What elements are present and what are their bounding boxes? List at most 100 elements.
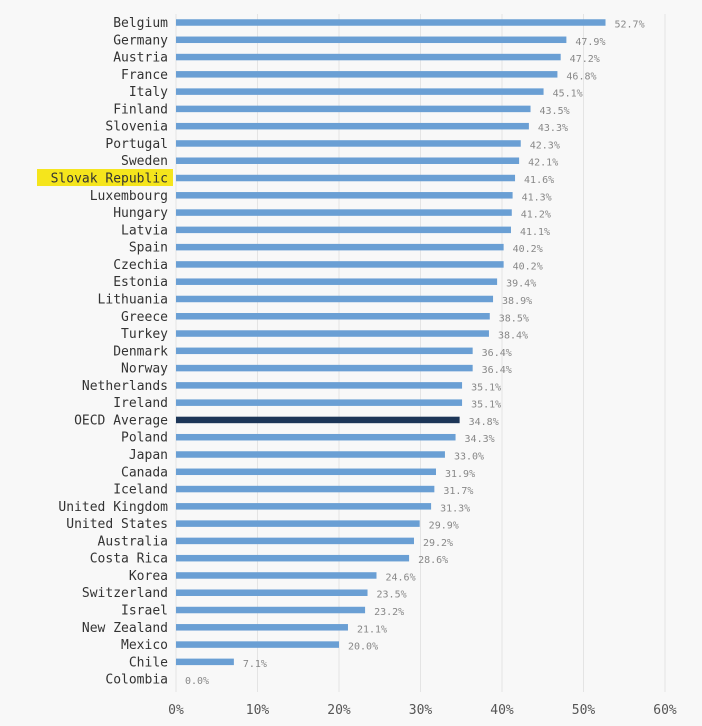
category-label-portugal: Portugal bbox=[105, 137, 168, 152]
bar-japan bbox=[176, 451, 445, 458]
value-label-oecd-average: 34.8% bbox=[469, 417, 499, 428]
value-label-israel: 23.2% bbox=[374, 607, 404, 618]
highlight-slovak-republic bbox=[37, 169, 173, 187]
bar-mexico bbox=[176, 641, 339, 648]
category-label-czechia: Czechia bbox=[113, 258, 168, 273]
bar-sweden bbox=[176, 157, 520, 164]
value-label-chile: 7.1% bbox=[243, 659, 267, 670]
bar-united-states bbox=[176, 520, 420, 527]
category-label-mexico: Mexico bbox=[121, 638, 168, 653]
category-label-netherlands: Netherlands bbox=[82, 379, 168, 394]
value-label-ireland: 35.1% bbox=[471, 400, 501, 411]
category-label-slovenia: Slovenia bbox=[105, 120, 168, 135]
category-label-france: France bbox=[121, 68, 168, 83]
category-labels: Belgium Germany Austria France Italy Finland S… bbox=[51, 16, 169, 688]
value-label-japan: 33.0% bbox=[454, 452, 484, 463]
bar-united-kingdom bbox=[176, 503, 432, 510]
x-axis-tick-labels: 0% 10% 20% 30% 40% 50% 60% bbox=[168, 703, 677, 718]
value-label-estonia: 39.4% bbox=[506, 279, 536, 290]
bar-ireland bbox=[176, 399, 463, 406]
bar-slovenia bbox=[176, 122, 529, 130]
value-label-new-zealand: 21.1% bbox=[357, 624, 387, 635]
value-label-slovak-republic: 41.6% bbox=[524, 175, 554, 186]
value-label-latvia: 41.1% bbox=[520, 227, 550, 238]
category-label-greece: Greece bbox=[121, 310, 168, 325]
category-label-switzerland: Switzerland bbox=[82, 586, 168, 601]
value-label-slovenia: 43.3% bbox=[538, 123, 568, 134]
bar-canada bbox=[176, 468, 436, 476]
bar-lithuania bbox=[176, 295, 494, 303]
value-label-belgium: 52.7% bbox=[615, 20, 645, 31]
value-label-korea: 24.6% bbox=[385, 572, 415, 583]
value-label-lithuania: 38.9% bbox=[502, 296, 532, 307]
x-tick-label-40: 40% bbox=[490, 703, 514, 718]
category-label-turkey: Turkey bbox=[121, 327, 168, 342]
value-label-norway: 36.4% bbox=[482, 365, 512, 376]
value-label-switzerland: 23.5% bbox=[377, 590, 407, 601]
bar-latvia bbox=[176, 226, 511, 234]
bar-austria bbox=[176, 53, 561, 61]
bar-finland bbox=[176, 105, 531, 113]
category-label-iceland: Iceland bbox=[113, 483, 168, 498]
category-label-denmark: Denmark bbox=[113, 344, 168, 359]
category-label-united-kingdom: United Kingdom bbox=[58, 500, 168, 515]
category-label-germany: Germany bbox=[113, 33, 168, 48]
bar-switzerland bbox=[176, 589, 368, 596]
bar-turkey bbox=[176, 330, 489, 337]
bar-poland bbox=[176, 433, 456, 441]
value-label-mexico: 20.0% bbox=[348, 642, 378, 653]
bar-spain bbox=[176, 243, 504, 251]
value-label-iceland: 31.7% bbox=[443, 486, 473, 497]
bar-france bbox=[176, 71, 558, 78]
value-label-italy: 45.1% bbox=[553, 89, 583, 100]
bar-norway bbox=[176, 364, 473, 372]
bar-israel bbox=[176, 606, 366, 614]
highlights bbox=[37, 169, 173, 187]
category-label-slovak-republic: Slovak Republic bbox=[51, 172, 168, 187]
value-label-greece: 38.5% bbox=[499, 313, 529, 324]
category-label-united-states: United States bbox=[66, 517, 168, 532]
bars bbox=[176, 19, 606, 666]
value-label-netherlands: 35.1% bbox=[471, 382, 501, 393]
category-label-australia: Australia bbox=[98, 534, 168, 549]
bar-hungary bbox=[176, 209, 512, 216]
category-label-ireland: Ireland bbox=[113, 396, 168, 411]
value-labels: 52.7% 47.9% 47.2% 46.8% 45.1% 43.5% 43.3% 42.3%… bbox=[185, 20, 645, 688]
category-label-new-zealand: New Zealand bbox=[82, 621, 168, 636]
value-label-poland: 34.3% bbox=[465, 434, 495, 445]
category-label-israel: Israel bbox=[121, 604, 168, 619]
value-label-austria: 47.2% bbox=[570, 54, 600, 65]
value-label-hungary: 41.2% bbox=[521, 210, 551, 221]
category-label-poland: Poland bbox=[121, 431, 168, 446]
category-label-colombia: Colombia bbox=[105, 673, 168, 688]
bar-italy bbox=[176, 88, 544, 95]
value-label-france: 46.8% bbox=[566, 71, 596, 82]
category-label-belgium: Belgium bbox=[113, 16, 168, 31]
bar-oecd-average bbox=[176, 416, 460, 424]
value-label-colombia: 0.0% bbox=[185, 676, 209, 687]
value-label-united-kingdom: 31.3% bbox=[440, 503, 470, 514]
bar-estonia bbox=[176, 278, 498, 285]
bar-belgium bbox=[176, 19, 606, 26]
bar-netherlands bbox=[176, 382, 463, 389]
category-label-lithuania: Lithuania bbox=[98, 292, 168, 307]
bar-costa-rica bbox=[176, 554, 410, 562]
value-label-spain: 40.2% bbox=[513, 244, 543, 255]
x-tick-label-30: 30% bbox=[409, 703, 433, 718]
category-label-estonia: Estonia bbox=[113, 275, 168, 290]
bar-australia bbox=[176, 537, 414, 545]
value-label-czechia: 40.2% bbox=[513, 261, 543, 272]
bar-denmark bbox=[176, 347, 473, 355]
bar-slovak-republic bbox=[176, 174, 516, 182]
value-label-australia: 29.2% bbox=[423, 538, 453, 549]
bar-greece bbox=[176, 313, 490, 320]
category-label-spain: Spain bbox=[129, 241, 168, 256]
value-label-portugal: 42.3% bbox=[530, 140, 560, 151]
category-label-sweden: Sweden bbox=[121, 154, 168, 169]
value-label-turkey: 38.4% bbox=[498, 331, 528, 342]
bar-luxembourg bbox=[176, 192, 513, 199]
bar-portugal bbox=[176, 140, 521, 147]
value-label-costa-rica: 28.6% bbox=[418, 555, 448, 566]
x-tick-label-10: 10% bbox=[246, 703, 270, 718]
